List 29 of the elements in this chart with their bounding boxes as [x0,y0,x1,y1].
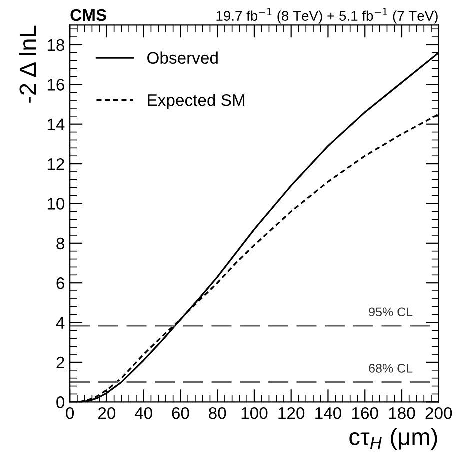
x-tick-label: 20 [98,407,116,420]
y-axis-title: -2 Δ lnL [19,26,36,103]
chart-title: CMS [70,9,106,22]
x-tick-label: 160 [352,407,378,420]
y-tick-label: 8 [56,238,64,250]
x-tick-label: 40 [134,407,152,420]
y-tick-label: 14 [48,118,65,130]
x-axis-title: cτ$_{H}$ (μm) [350,428,438,450]
y-tick-label: 10 [48,198,65,210]
x-tick-label: 80 [209,407,226,420]
x-tick-label: 140 [316,407,342,420]
chart-subtitle: 19.7 fb$^{−1}$ (8 TeV) + 5.1 fb$^{−1}$ (7 TeV) [216,8,438,24]
y-tick-label: 12 [48,158,64,170]
y-tick-label: 4 [56,317,65,329]
ref-line-label: 95% CL [369,308,413,317]
legend-label: Observed [148,52,218,64]
x-tick-label: 180 [389,407,416,420]
y-tick-label: 6 [56,278,64,290]
legend-label: Expected SM [148,94,244,110]
x-tick-label: 200 [426,407,452,420]
y-tick-label: 0 [56,396,65,408]
y-tick-label: 2 [56,356,64,369]
x-tick-label: 120 [278,407,305,420]
ref-line-label: 68% CL [369,364,413,373]
y-tick-label: 16 [48,79,64,91]
y-tick-label: 18 [48,39,64,52]
x-tick-label: 60 [172,407,190,420]
x-tick-label: 100 [242,407,268,420]
x-tick-label: 0 [66,407,74,420]
